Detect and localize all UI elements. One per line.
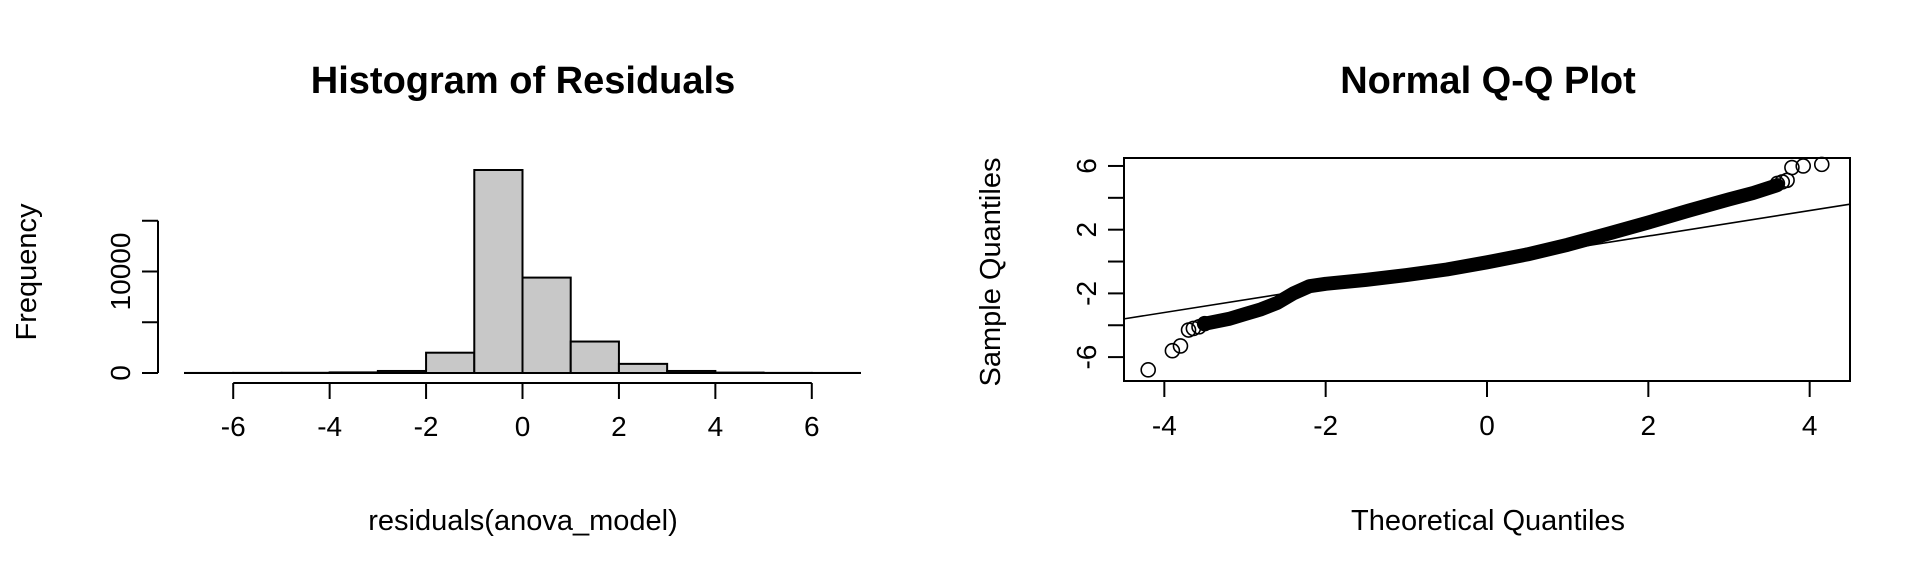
qq-point (1140, 362, 1156, 378)
histogram-x-tick-label: 2 (611, 411, 627, 442)
histogram-y-axis-label: Frequency (11, 203, 43, 341)
qq-x-axis: -4 -2 0 2 4 (1152, 380, 1818, 441)
qq-points-dense (1197, 178, 1785, 331)
histogram-bar (521, 276, 572, 374)
qq-y-tick-label: -6 (1071, 345, 1102, 370)
histogram-x-tick-label: -2 (414, 411, 439, 442)
histogram-bar (376, 369, 428, 375)
histogram-x-axis-label: residuals(anova_model) (368, 505, 678, 537)
histogram-y-axis: 0 10000 (105, 219, 159, 381)
histogram-panel: Histogram of Residuals residuals(anova_m… (11, 60, 861, 537)
histogram-title: Histogram of Residuals (311, 60, 735, 102)
histogram-bar (425, 351, 476, 375)
histogram-x-tick-label: 6 (804, 411, 820, 442)
qq-point (1784, 159, 1800, 176)
histogram-bar (617, 362, 669, 374)
qq-point (1172, 338, 1189, 354)
histogram-x-tick-label: -6 (221, 411, 246, 442)
qq-point (1795, 158, 1812, 174)
qq-y-axis-label: Sample Quantiles (975, 158, 1007, 387)
histogram-y-tick-label: 10000 (105, 233, 136, 311)
histogram-x-tick-label: 0 (515, 411, 531, 442)
histogram-x-axis: -6 -4 -2 0 2 4 6 (221, 382, 820, 442)
qq-x-tick-label: 0 (1479, 410, 1495, 441)
qq-point (1813, 156, 1830, 173)
histogram-bar (569, 340, 620, 375)
histogram-bar (666, 369, 717, 375)
qq-point (1196, 315, 1213, 332)
qq-y-axis: -6 -2 2 6 (1071, 158, 1124, 370)
qq-x-tick-label: 4 (1802, 410, 1818, 441)
histogram-x-tick-label: 4 (708, 411, 724, 442)
qq-x-tick-label: 2 (1641, 410, 1657, 441)
qq-y-tick-label: -2 (1071, 281, 1102, 306)
histogram-bar (473, 169, 524, 374)
qq-point (1164, 342, 1181, 359)
qq-x-tick-label: -2 (1313, 410, 1338, 441)
qq-plot-title: Normal Q-Q Plot (1340, 60, 1636, 102)
qq-x-tick-label: -4 (1152, 410, 1177, 441)
histogram-bar (328, 371, 379, 374)
histogram-x-tick-label: -4 (317, 411, 342, 442)
qq-plot-panel: Normal Q-Q Plot Theoretical Quantiles Sa… (975, 60, 1851, 537)
histogram-bars (184, 169, 861, 375)
qq-x-axis-label: Theoretical Quantiles (1351, 505, 1625, 537)
qq-y-tick-label: 6 (1071, 158, 1102, 174)
histogram-y-tick-label: 0 (105, 365, 136, 381)
qq-y-tick-label: 2 (1071, 222, 1102, 238)
qq-points (1140, 156, 1830, 378)
